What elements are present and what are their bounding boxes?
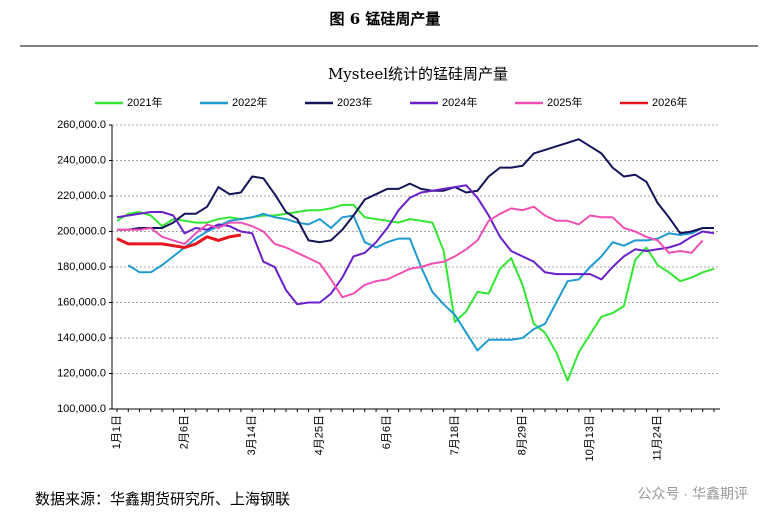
legend-label: 2021年 — [127, 95, 162, 109]
y-tick-label: 240,000.0 — [57, 154, 106, 166]
watermark: 公众号 · 华鑫期评 — [638, 486, 748, 502]
x-tick-label: 7月18日 — [449, 415, 461, 455]
y-tick-label: 140,000.0 — [57, 332, 106, 344]
x-tick-label: 10月13日 — [584, 415, 596, 461]
legend-label: 2024年 — [442, 95, 477, 109]
x-tick-label: 1月1日 — [111, 415, 123, 449]
legend-label: 2026年 — [652, 95, 687, 109]
chart-title: Mysteel统计的锰硅周产量 — [328, 65, 508, 83]
y-tick-label: 260,000.0 — [57, 119, 106, 131]
series-line — [117, 205, 704, 299]
source: 数据来源：华鑫期货研究所、上海钢联 — [35, 490, 290, 508]
x-tick-label: 8月29日 — [516, 415, 528, 455]
legend-label: 2023年 — [337, 95, 372, 109]
y-tick-label: 180,000.0 — [57, 261, 106, 273]
legend-label: 2025年 — [547, 95, 582, 109]
x-tick-label: 2月6日 — [178, 415, 190, 449]
y-tick-label: 160,000.0 — [57, 296, 106, 308]
y-tick-label: 220,000.0 — [57, 190, 106, 202]
series-line — [117, 138, 714, 244]
x-tick-label: 6月6日 — [381, 415, 393, 449]
series-line — [127, 212, 714, 352]
x-tick-label: 11月24日 — [652, 415, 664, 461]
figure-title: 图 6 锰硅周产量 — [330, 10, 441, 28]
series-line — [116, 203, 715, 382]
x-tick-label: 3月14日 — [246, 415, 258, 455]
series-line — [116, 184, 715, 306]
y-tick-label: 100,000.0 — [57, 403, 106, 415]
series-line — [116, 233, 242, 249]
legend-label: 2022年 — [232, 95, 267, 109]
y-tick-label: 200,000.0 — [57, 225, 106, 237]
y-tick-label: 120,000.0 — [57, 367, 106, 379]
x-tick-label: 4月25日 — [314, 415, 326, 455]
